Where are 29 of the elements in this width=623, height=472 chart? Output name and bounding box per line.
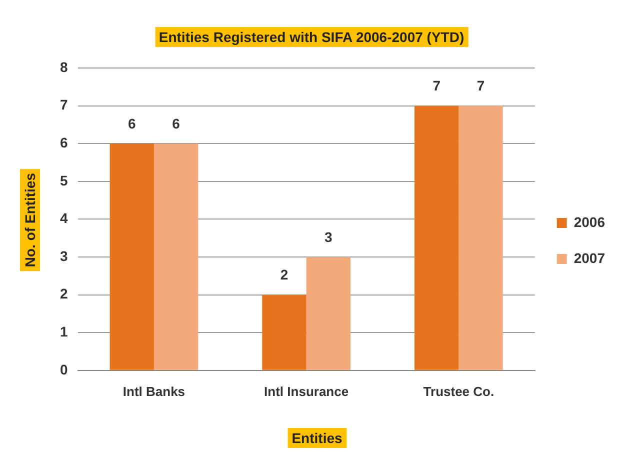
- x-tick-label: Intl Banks: [122, 384, 186, 399]
- chart-title: Entities Registered with SIFA 2006-2007 (YTD): [154, 27, 468, 47]
- y-tick-label: 8: [60, 58, 68, 75]
- y-tick-label: 7: [60, 96, 68, 113]
- y-tick-label: 0: [60, 361, 68, 378]
- bar: [414, 106, 459, 370]
- y-axis-title: No. of Entities: [20, 168, 40, 272]
- y-tick-label: 3: [60, 248, 68, 264]
- x-tick-label: Intl Insurance: [264, 384, 349, 399]
- bar: [110, 144, 154, 370]
- data-label: 2: [280, 266, 288, 283]
- data-label: 7: [432, 78, 441, 94]
- y-tick-label: 6: [60, 134, 68, 150]
- bar: [306, 257, 351, 370]
- bar: [458, 106, 503, 370]
- x-axis-title: Entities: [288, 428, 346, 448]
- y-tick-label: 1: [60, 323, 68, 340]
- y-tick-label: 4: [60, 210, 68, 226]
- y-tick-label: 5: [60, 172, 68, 188]
- legend-label: 2006: [574, 214, 606, 230]
- legend-label: 2007: [574, 250, 606, 266]
- x-tick-label: Trustee Co.: [423, 384, 494, 399]
- data-label: 6: [172, 115, 180, 132]
- bar: [154, 144, 198, 370]
- bar: [262, 294, 306, 370]
- data-label: 3: [324, 228, 333, 245]
- data-label: 6: [128, 115, 136, 132]
- y-tick-label: 2: [60, 286, 68, 302]
- data-label: 7: [476, 78, 485, 94]
